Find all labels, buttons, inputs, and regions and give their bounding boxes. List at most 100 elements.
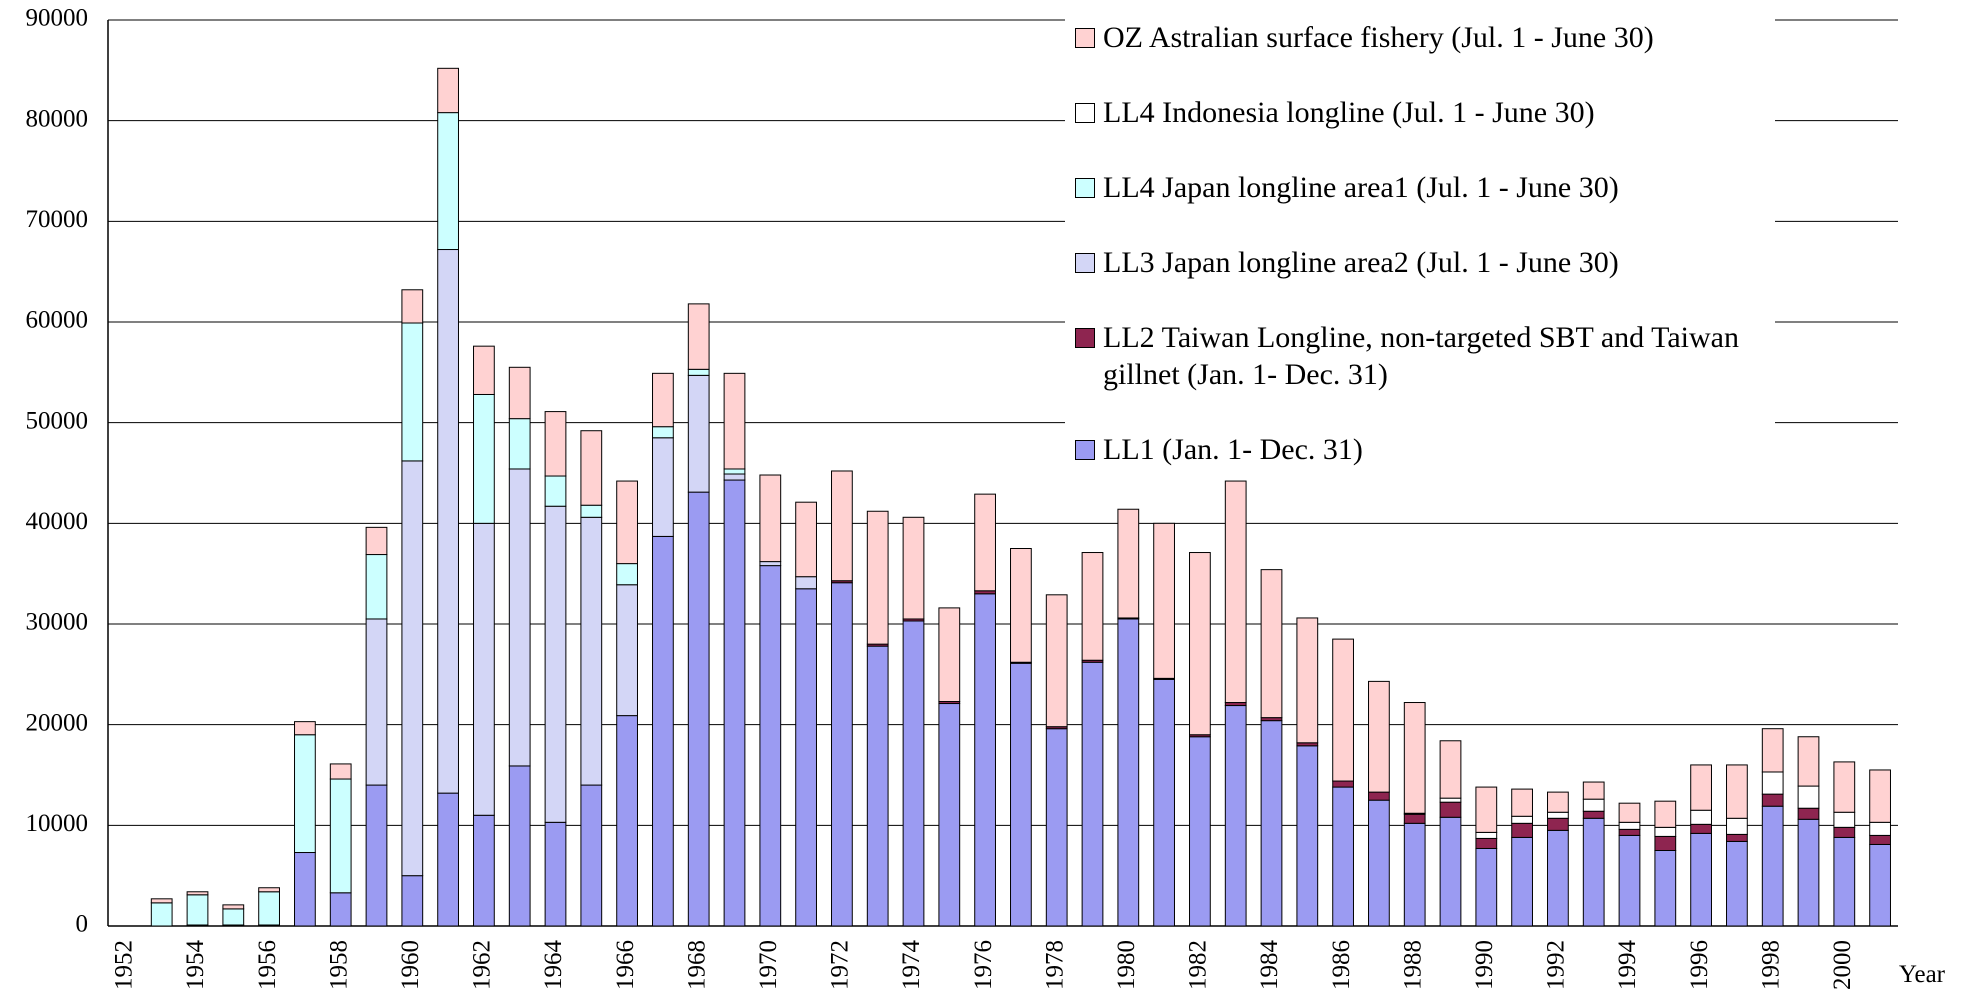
bar-segment — [616, 584, 638, 717]
bar-segment — [1690, 823, 1712, 834]
bar-segment — [795, 576, 817, 590]
bar-segment — [1439, 801, 1462, 818]
legend-swatch — [1075, 103, 1095, 123]
x-tick-label: 1984 — [1256, 940, 1283, 991]
bar-segment — [365, 784, 388, 927]
x-tick-label: 1966 — [612, 940, 639, 990]
bar-segment — [1224, 480, 1247, 704]
y-tick-label: 50000 — [26, 407, 89, 434]
bar-segment — [1045, 728, 1068, 927]
x-tick-label: 1970 — [755, 940, 782, 990]
bar-segment — [1045, 594, 1068, 728]
bar-segment — [795, 588, 817, 927]
y-tick-label: 40000 — [26, 508, 89, 535]
bar-segment — [1475, 786, 1498, 833]
y-tick-label: 20000 — [26, 709, 89, 736]
bar-segment — [1475, 837, 1498, 849]
y-tick-label: 0 — [76, 911, 89, 938]
bar-segment — [544, 821, 567, 927]
x-tick-label: 1998 — [1757, 940, 1784, 990]
bar-segment — [294, 721, 316, 736]
bar-segment — [652, 372, 674, 428]
bar-segment — [401, 289, 424, 324]
legend: OZ Astralian surface fishery (Jul. 1 - J… — [1065, 13, 1775, 474]
bar-segment — [401, 322, 424, 462]
bar-segment — [437, 249, 459, 794]
bar-segment — [580, 516, 603, 786]
bar-segment — [938, 703, 961, 927]
bar-segment — [1833, 836, 1856, 927]
bar-segment — [365, 554, 388, 620]
bar-segment — [1475, 847, 1498, 927]
legend-item: LL4 Japan longline area1 (Jul. 1 - June … — [1075, 169, 1765, 206]
x-tick-label: 1958 — [325, 940, 352, 990]
legend-label: LL1 (Jan. 1- Dec. 31) — [1103, 433, 1363, 466]
y-tick-label: 60000 — [26, 307, 89, 334]
bar-segment — [1224, 705, 1247, 927]
bar-segment — [294, 852, 316, 927]
bar-segment — [473, 814, 495, 927]
bar-segment — [831, 582, 853, 927]
bar-segment — [1761, 793, 1784, 807]
x-tick-label: 1974 — [898, 940, 925, 991]
bar-segment — [1189, 736, 1211, 927]
bar-segment — [258, 887, 280, 893]
bar-segment — [1869, 821, 1891, 836]
bar-segment — [1761, 771, 1784, 795]
x-tick-label: 1978 — [1041, 940, 1068, 990]
bar-segment — [1833, 811, 1856, 828]
bar-segment — [1618, 828, 1641, 836]
bar-segment — [687, 491, 710, 927]
bar-segment — [1547, 829, 1569, 927]
bar-segment — [1439, 797, 1462, 803]
bar-segment — [866, 645, 889, 927]
bar-segment — [544, 475, 567, 507]
x-tick-label: 1968 — [683, 940, 710, 990]
legend-swatch — [1075, 253, 1095, 273]
bar-segment — [902, 516, 925, 620]
bar-segment — [329, 778, 352, 894]
bar-segment — [1726, 817, 1748, 835]
x-tick-label: 1988 — [1399, 940, 1426, 990]
legend-label: LL2 Taiwan Longline, non-targeted SBT an… — [1103, 321, 1739, 391]
x-tick-label: 1960 — [397, 940, 424, 990]
bar-segment — [902, 620, 925, 927]
bar-segment — [437, 67, 459, 114]
bar-segment — [1403, 822, 1426, 927]
y-tick-label: 30000 — [26, 609, 89, 636]
bar-segment — [473, 345, 495, 395]
bar-segment — [687, 374, 710, 493]
bar-segment — [831, 470, 853, 582]
legend-swatch — [1075, 28, 1095, 48]
bar-segment — [652, 437, 674, 537]
legend-label: LL3 Japan longline area2 (Jul. 1 - June … — [1103, 246, 1619, 279]
bar-segment — [1189, 552, 1211, 736]
y-tick-label: 80000 — [26, 105, 89, 132]
bar-segment — [1869, 769, 1891, 823]
bar-segment — [938, 607, 961, 703]
y-tick-label: 10000 — [26, 810, 89, 837]
bar-segment — [1726, 833, 1748, 842]
x-tick-label: 1952 — [111, 940, 138, 990]
bar-segment — [1654, 800, 1677, 828]
bar-segment — [401, 875, 424, 927]
bar-segment — [1081, 661, 1104, 927]
legend-label: LL4 Japan longline area1 (Jul. 1 - June … — [1103, 171, 1619, 204]
x-axis-label: Year — [1899, 961, 1946, 988]
x-tick-label: 1972 — [827, 940, 854, 990]
bar-segment — [1368, 791, 1390, 801]
bar-segment — [1582, 798, 1605, 812]
legend-label: OZ Astralian surface fishery (Jul. 1 - J… — [1103, 21, 1654, 54]
bar-segment — [1654, 850, 1677, 927]
bar-segment — [365, 526, 388, 556]
bar-segment — [1618, 821, 1641, 830]
legend-swatch — [1075, 178, 1095, 198]
bar-segment — [329, 763, 352, 780]
bar-segment — [1582, 781, 1605, 800]
bar-segment — [1797, 818, 1820, 927]
x-tick-label: 1954 — [182, 940, 209, 991]
bar-segment — [1618, 802, 1641, 823]
bar-segment — [1475, 831, 1498, 839]
bar-segment — [1260, 569, 1283, 719]
